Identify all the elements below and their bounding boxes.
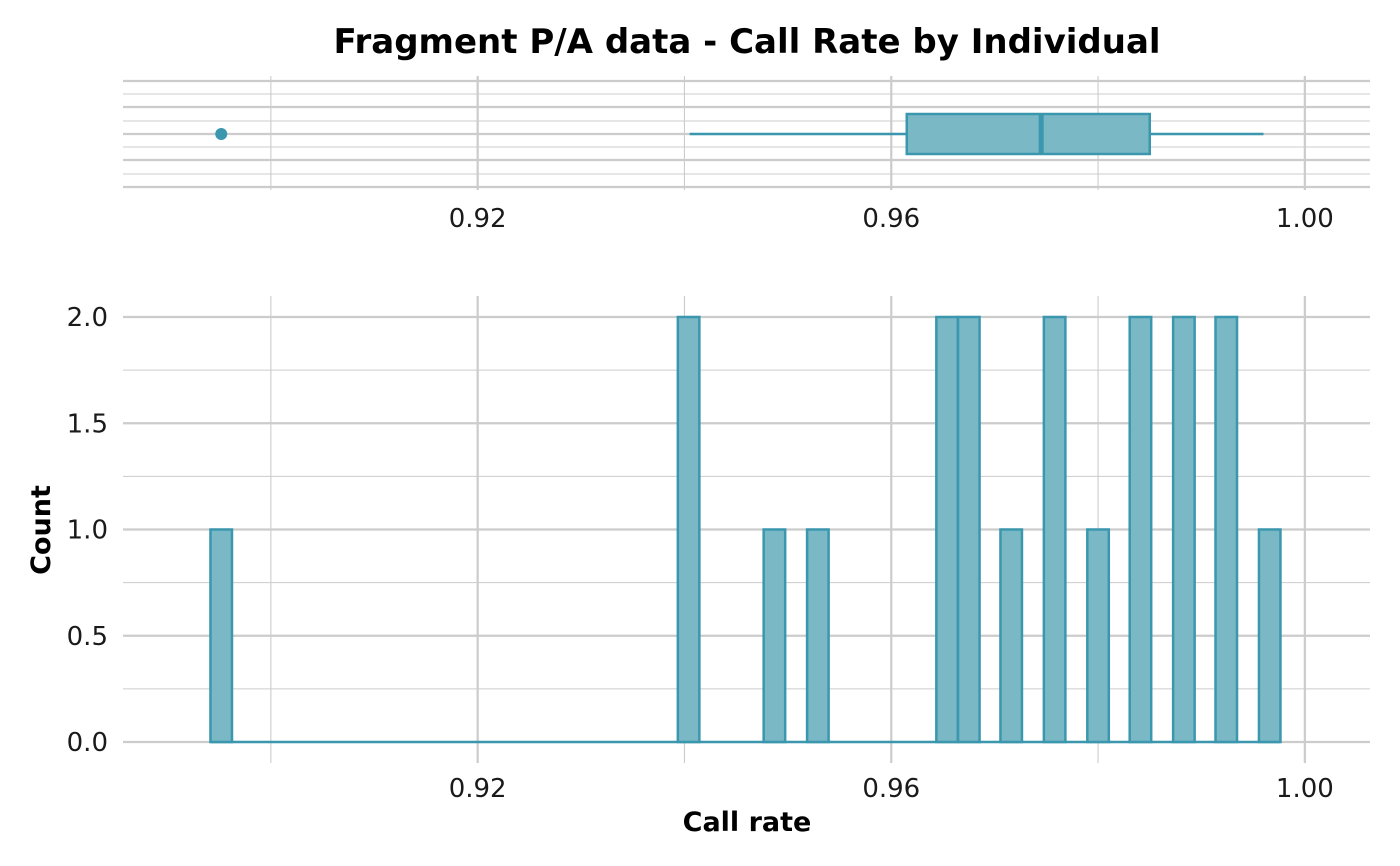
box-iqr: [905, 112, 1152, 156]
x-tick-label: 0.92: [449, 774, 507, 804]
boxplot-panel: 0.92 0.96 1.00: [123, 76, 1370, 234]
x-tick-label: 1.00: [1276, 204, 1334, 234]
histogram-bar: [935, 315, 960, 744]
y-tick-label: 0.0: [67, 728, 108, 758]
histogram-bar: [956, 315, 981, 744]
histogram-bar: [1042, 315, 1067, 744]
chart-title: Fragment P/A data - Call Rate by Individ…: [333, 22, 1160, 62]
x-tick-label: 0.96: [862, 774, 920, 804]
histogram-panel: 0.92 0.96 1.00 0.0 0.5 1.0 1.5 2.0: [67, 296, 1370, 804]
histogram-bar: [762, 528, 787, 744]
histogram-bar: [676, 315, 701, 744]
histogram-bar: [1128, 315, 1153, 744]
outlier-point: [215, 128, 228, 140]
y-tick-label: 2.0: [67, 303, 108, 333]
x-tick-label: 1.00: [1276, 774, 1334, 804]
histogram-bar: [805, 528, 830, 744]
histogram-bar: [1257, 528, 1282, 744]
histogram-bar: [209, 528, 234, 744]
x-tick-label: 0.96: [862, 204, 920, 234]
histogram-bar: [1214, 315, 1239, 744]
x-tick-label: 0.92: [449, 204, 507, 234]
histogram-bar: [999, 528, 1024, 744]
y-tick-label: 1.5: [67, 409, 108, 439]
y-axis-title: Count: [26, 485, 57, 575]
y-tick-label: 0.5: [67, 622, 108, 652]
y-tick-label: 1.0: [67, 516, 108, 546]
x-axis-title: Call rate: [683, 807, 812, 838]
histogram-bar: [1086, 528, 1111, 744]
histogram-bar: [1171, 315, 1196, 744]
